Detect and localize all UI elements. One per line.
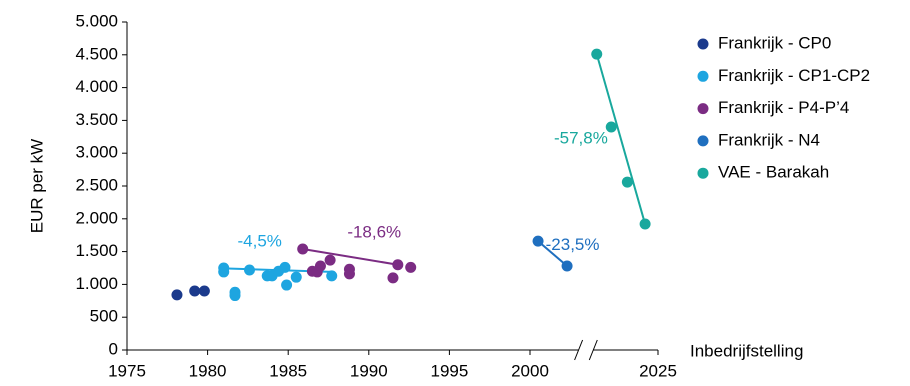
y-tick-label: 5.000	[75, 11, 118, 30]
legend-label: Frankrijk - P4-P’4	[718, 98, 849, 117]
x-axis-label: Inbedrijfstelling	[690, 341, 803, 360]
y-tick-label: 4.000	[75, 77, 118, 96]
legend-marker	[697, 103, 709, 115]
legend-label: VAE - Barakah	[718, 163, 829, 182]
point	[281, 279, 293, 291]
legend-label: Frankrijk - N4	[718, 130, 820, 149]
legend-label: Frankrijk - CP0	[718, 33, 831, 52]
axis-break	[588, 339, 598, 361]
point	[229, 290, 241, 302]
point	[392, 259, 404, 271]
trend-line	[537, 240, 568, 267]
y-tick-label: 2.500	[75, 175, 118, 194]
point	[314, 260, 326, 272]
y-tick-label: 3.500	[75, 110, 118, 129]
x-tick-label: 1975	[108, 361, 146, 380]
axis-break	[574, 339, 584, 361]
point	[218, 262, 230, 274]
x-tick-label: 1980	[189, 361, 227, 380]
x-tick-label: 2000	[511, 361, 549, 380]
legend-marker	[697, 167, 709, 179]
point	[244, 264, 256, 276]
point	[279, 261, 291, 273]
point	[605, 121, 617, 133]
trend-line	[302, 247, 398, 266]
point	[171, 289, 183, 301]
point	[591, 48, 603, 60]
x-tick-label: 2025	[639, 361, 677, 380]
point	[198, 285, 210, 297]
point	[326, 270, 338, 282]
legend-marker	[697, 70, 709, 82]
x-tick-label: 1995	[430, 361, 468, 380]
legend-marker	[697, 135, 709, 147]
y-tick-label: 4.500	[75, 44, 118, 63]
point	[561, 260, 573, 272]
y-tick-label: 0	[109, 339, 118, 358]
point	[343, 268, 355, 280]
trend-label: -57,8%	[554, 129, 608, 148]
y-tick-label: 2.000	[75, 208, 118, 227]
point	[405, 261, 417, 273]
point	[387, 272, 399, 284]
point	[621, 176, 633, 188]
point	[189, 285, 201, 297]
y-axis-label: EUR per kW	[27, 139, 46, 233]
point	[532, 235, 544, 247]
point	[324, 254, 336, 266]
trend-label: -4,5%	[238, 232, 282, 251]
trend-line	[595, 53, 647, 225]
point	[639, 218, 651, 230]
trend-label: -18,6%	[347, 222, 401, 241]
y-tick-label: 1.000	[75, 274, 118, 293]
y-tick-label: 3.000	[75, 143, 118, 162]
legend-marker	[697, 38, 709, 50]
y-tick-label: 1.500	[75, 241, 118, 260]
trend-label: -23,5%	[546, 235, 600, 254]
x-tick-label: 1985	[269, 361, 307, 380]
point	[290, 271, 302, 283]
x-tick-label: 1990	[350, 361, 388, 380]
y-tick-label: 500	[90, 307, 118, 326]
legend-label: Frankrijk - CP1-CP2	[718, 66, 870, 85]
point	[297, 243, 309, 255]
